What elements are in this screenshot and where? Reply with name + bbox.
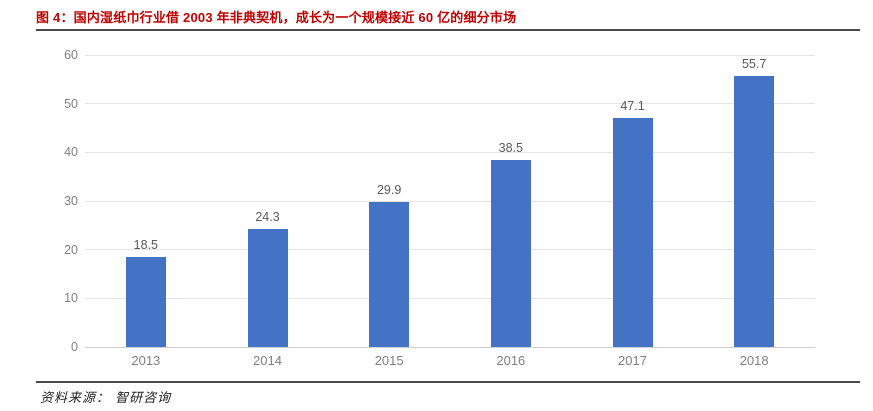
y-axis-label-50: 50 — [64, 96, 78, 111]
gridline-y-30 — [85, 200, 815, 202]
bar-2016 — [490, 159, 531, 347]
x-axis-label-2013: 2013 — [131, 353, 161, 368]
bar-2017 — [612, 117, 653, 347]
gridline-y-50 — [85, 103, 815, 105]
y-axis-label-20: 20 — [64, 242, 78, 257]
bar-2014 — [247, 228, 288, 347]
data-label-2013: 18.5 — [133, 237, 158, 252]
bar-2015 — [369, 201, 410, 347]
y-axis-label-10: 10 — [64, 291, 78, 306]
plot-area: 18.5 24.3 29.9 38.5 47.1 55.7 — [85, 54, 815, 348]
gridline-y-0 — [85, 346, 815, 348]
y-axis-label-30: 30 — [64, 194, 78, 208]
y-axis-label-0: 0 — [71, 340, 78, 354]
data-label-2018: 55.7 — [741, 56, 767, 71]
gridline-y-10 — [85, 297, 815, 299]
source-note: 资料来源： 智研咨询 — [40, 391, 172, 406]
data-label-2014: 24.3 — [255, 209, 280, 224]
x-axis-label-2017: 2017 — [618, 353, 647, 368]
x-axis-label-2015: 2015 — [374, 353, 404, 368]
data-label-2015: 29.9 — [376, 182, 402, 197]
x-axis-label-2018: 2018 — [739, 353, 769, 368]
gridline-y-20 — [85, 249, 815, 251]
y-axis-label-40: 40 — [64, 145, 78, 160]
bar-2018 — [734, 75, 775, 347]
footer-rule — [36, 381, 860, 383]
bar-chart: 18.5 24.3 29.9 38.5 47.1 55.7 0 10 20 30 40 50 60 2… — [0, 38, 873, 378]
data-label-2017: 47.1 — [620, 98, 645, 113]
bar-2013 — [125, 256, 166, 347]
gridline-y-60 — [85, 54, 815, 56]
data-label-2016: 38.5 — [498, 140, 523, 155]
x-axis-label-2014: 2014 — [253, 353, 282, 368]
figure-title: 图 4：国内湿纸巾行业借 2003 年非典契机，成长为一个规模接近 60 亿的细… — [36, 10, 517, 25]
gridline-y-40 — [85, 151, 815, 153]
title-underline-rule — [36, 29, 860, 31]
y-axis-label-60: 60 — [64, 48, 78, 62]
x-axis-label-2016: 2016 — [496, 353, 526, 368]
